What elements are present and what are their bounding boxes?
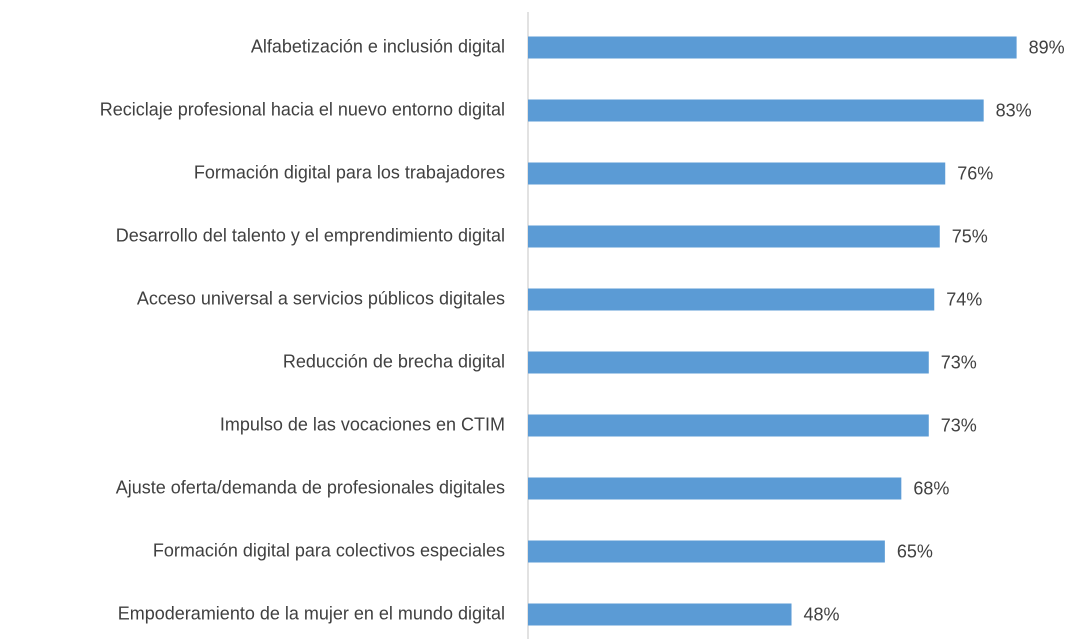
category-label: Formación digital para colectivos especi… [153, 540, 505, 560]
value-label: 74% [946, 289, 982, 309]
category-label: Reciclaje profesional hacia el nuevo ent… [100, 99, 505, 119]
bar [528, 225, 940, 248]
value-label: 76% [957, 163, 993, 183]
value-label: 65% [897, 541, 933, 561]
category-label: Empoderamiento de la mujer en el mundo d… [118, 603, 505, 623]
value-label: 73% [941, 352, 977, 372]
bar [528, 288, 935, 311]
category-label: Ajuste oferta/demanda de profesionales d… [116, 477, 505, 497]
bar [528, 603, 792, 626]
category-label: Impulso de las vocaciones en CTIM [220, 414, 505, 434]
category-label: Acceso universal a servicios públicos di… [137, 288, 505, 308]
category-label: Desarrollo del talento y el emprendimien… [116, 225, 505, 245]
bar [528, 99, 984, 122]
value-label: 75% [952, 226, 988, 246]
bar [528, 477, 902, 500]
value-label: 48% [804, 604, 840, 624]
bar [528, 162, 946, 185]
category-label: Formación digital para los trabajadores [194, 162, 505, 182]
value-label: 68% [913, 478, 949, 498]
bar [528, 540, 885, 563]
value-label: 73% [941, 415, 977, 435]
bar [528, 351, 929, 374]
bar [528, 36, 1017, 59]
value-label: 89% [1029, 37, 1065, 57]
value-label: 83% [996, 100, 1032, 120]
bar [528, 414, 929, 437]
category-label: Reducción de brecha digital [283, 351, 505, 371]
category-label: Alfabetización e inclusión digital [251, 36, 505, 56]
